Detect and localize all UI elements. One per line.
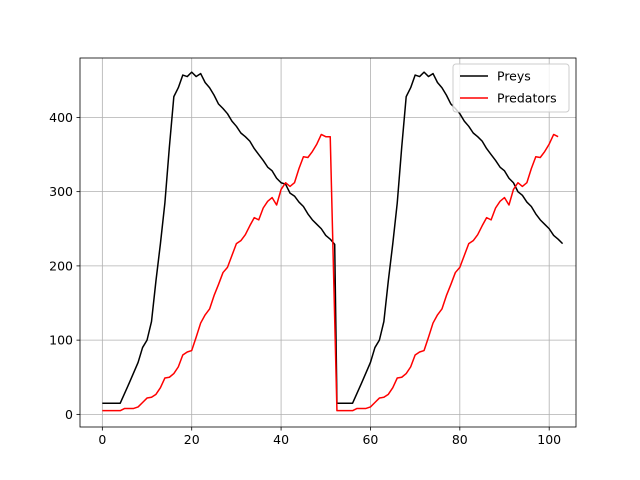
y-tick-label: 100 bbox=[49, 333, 73, 348]
legend-label-predators: Predators bbox=[497, 91, 557, 106]
y-tick-label: 400 bbox=[49, 110, 73, 125]
y-axis: 0 100 200 300 400 bbox=[49, 110, 80, 422]
series-layer bbox=[102, 71, 564, 412]
x-tick-label: 40 bbox=[273, 432, 289, 447]
x-axis: 0 20 40 60 80 100 bbox=[98, 427, 561, 447]
series-line-preys bbox=[102, 71, 564, 404]
y-tick-label: 0 bbox=[65, 407, 73, 422]
legend: Preys Predators bbox=[452, 63, 570, 113]
plot-area bbox=[80, 58, 576, 427]
grid-lines bbox=[80, 58, 576, 427]
x-tick-label: 80 bbox=[452, 432, 468, 447]
y-tick-label: 300 bbox=[49, 184, 73, 199]
x-tick-label: 0 bbox=[98, 432, 106, 447]
y-tick-label: 200 bbox=[49, 258, 73, 273]
plot-frame bbox=[79, 57, 577, 428]
x-tick-label: 60 bbox=[362, 432, 378, 447]
x-tick-label: 20 bbox=[184, 432, 200, 447]
legend-label-preys: Preys bbox=[497, 69, 531, 84]
series-line-predators bbox=[102, 133, 559, 412]
x-tick-label: 100 bbox=[537, 432, 561, 447]
